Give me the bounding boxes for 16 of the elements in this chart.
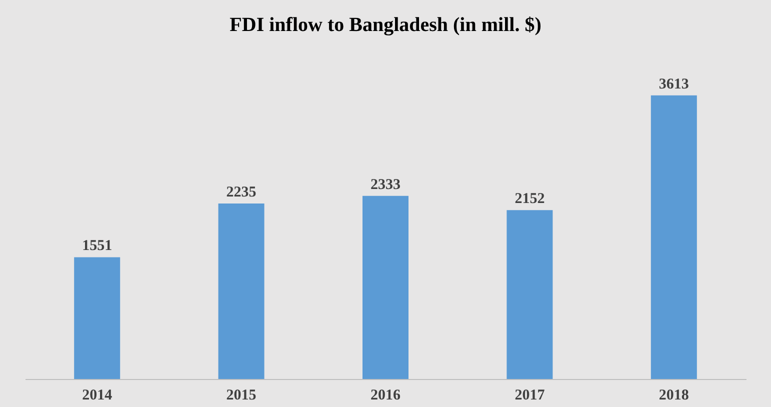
x-tick-label: 2016 [370, 388, 401, 404]
bar [218, 204, 264, 379]
x-tick-label: 2014 [82, 388, 113, 404]
data-label: 1551 [82, 238, 112, 254]
bar [362, 196, 408, 379]
bar [506, 210, 553, 379]
chart-title: FDI inflow to Bangladesh (in mill. $) [230, 14, 542, 36]
data-label: 2235 [226, 184, 256, 201]
x-tick-label: 2018 [658, 388, 689, 404]
data-label: 2333 [370, 176, 400, 193]
data-label: 2152 [514, 191, 545, 208]
x-tick-label: 2017 [514, 388, 546, 404]
bar [74, 257, 120, 379]
data-label: 3613 [658, 76, 689, 92]
bar [650, 95, 697, 379]
x-tick-label: 2015 [226, 388, 256, 404]
